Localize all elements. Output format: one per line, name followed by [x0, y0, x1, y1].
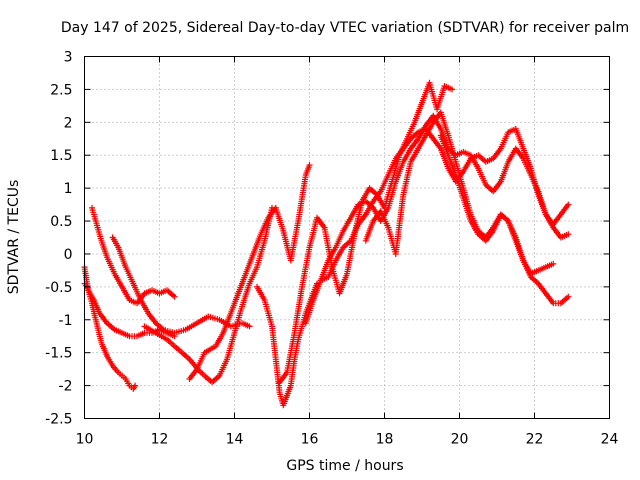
- y-tick-label: -1.5: [45, 346, 72, 362]
- y-tick-label: 1.5: [50, 148, 72, 164]
- x-tick-label: 22: [526, 432, 544, 448]
- x-tick-label: 10: [76, 432, 94, 448]
- chart-title: Day 147 of 2025, Sidereal Day-to-day VTE…: [61, 20, 629, 36]
- series-sat-j: [317, 112, 572, 284]
- grid: [84, 56, 610, 419]
- y-tick-label: 2: [64, 115, 73, 131]
- y-tick-label: 0.5: [50, 214, 72, 230]
- x-tick-label: 16: [301, 432, 319, 448]
- y-tick-label: -2.5: [45, 412, 72, 428]
- x-axis-label: GPS time / hours: [286, 458, 403, 474]
- series-markers: [302, 125, 572, 327]
- y-axis: -2.5 -2 -1.5 -1 -0.5 0 0.5 1 1.5 2 2.5 3: [45, 50, 610, 428]
- x-tick-label: 24: [601, 432, 619, 448]
- series-sat-f: [186, 162, 313, 382]
- series-sat-g: [254, 280, 320, 409]
- series-markers: [186, 162, 313, 382]
- x-tick-label: 18: [376, 432, 394, 448]
- x-tick-label: 20: [451, 432, 469, 448]
- series-markers: [109, 234, 253, 336]
- y-tick-label: 3: [64, 50, 73, 66]
- x-axis: 10 12 14 16 18 20 22 24: [76, 56, 619, 448]
- y-tick-label: -1: [59, 313, 73, 329]
- y-tick-label: -2: [59, 379, 73, 395]
- y-axis-label: SDTVAR / TECUs: [6, 180, 22, 295]
- series-sat-l: [437, 132, 572, 307]
- series-markers: [141, 204, 275, 386]
- plot-frame: [84, 56, 610, 419]
- series-sat-c: [89, 204, 178, 307]
- series-sat-e: [141, 204, 275, 386]
- series-sat-i: [302, 125, 572, 327]
- y-tick-label: 0: [64, 247, 73, 263]
- series-markers: [254, 280, 320, 409]
- y-tick-label: 1: [64, 181, 73, 197]
- x-tick-label: 14: [226, 432, 244, 448]
- series-markers: [317, 112, 572, 284]
- series-markers: [437, 132, 572, 307]
- series-markers: [89, 204, 178, 307]
- series-sat-d: [109, 234, 253, 336]
- y-tick-label: 2.5: [50, 82, 72, 98]
- data-series: [81, 79, 572, 409]
- x-tick-label: 12: [151, 432, 169, 448]
- y-tick-label: -0.5: [45, 280, 72, 296]
